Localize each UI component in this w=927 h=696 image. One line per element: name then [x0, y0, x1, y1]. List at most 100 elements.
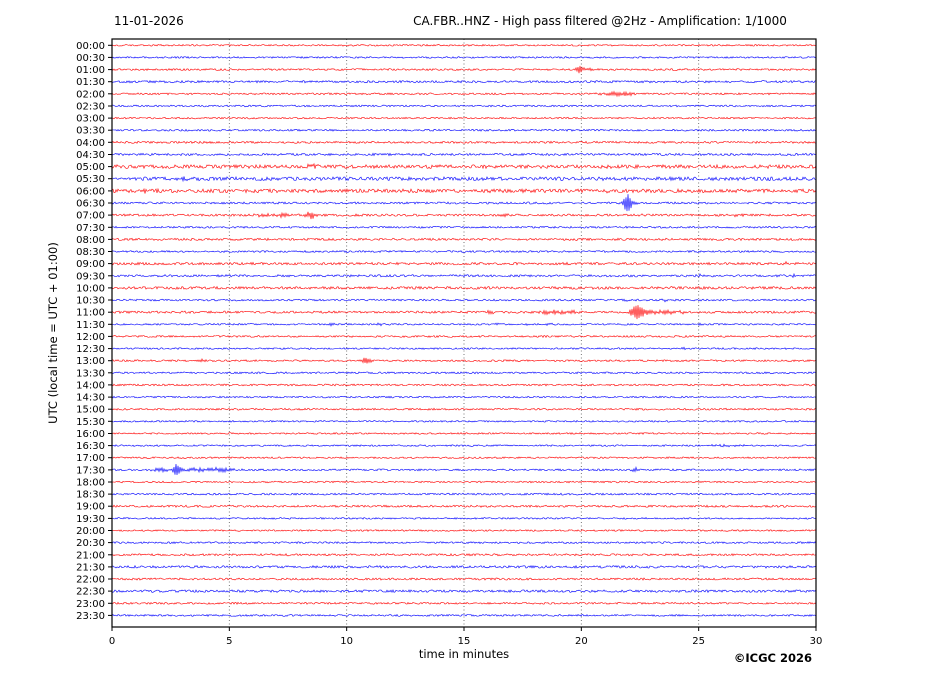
- y-tick-label-09:00: 09:00: [76, 259, 105, 270]
- trace-14:30: [111, 395, 817, 399]
- trace-06:00: [111, 187, 817, 194]
- y-tick-label-13:00: 13:00: [76, 356, 105, 367]
- trace-14:00: [111, 383, 817, 387]
- trace-01:00: [111, 65, 817, 74]
- trace-07:00: [111, 211, 817, 220]
- y-tick-label-03:30: 03:30: [76, 126, 105, 137]
- trace-03:00: [111, 116, 817, 120]
- trace-22:00: [111, 577, 817, 581]
- copyright-label: ©ICGC 2026: [734, 651, 812, 665]
- y-tick-label-23:30: 23:30: [76, 611, 105, 622]
- y-tick-label-12:30: 12:30: [76, 344, 105, 355]
- trace-20:00: [111, 529, 817, 532]
- trace-15:30: [111, 419, 817, 423]
- y-tick-label-15:00: 15:00: [76, 405, 105, 416]
- y-tick-label-13:30: 13:30: [76, 368, 105, 379]
- y-axis-title: UTC (local time = UTC + 01:00): [46, 242, 60, 424]
- y-tick-label-04:30: 04:30: [76, 150, 105, 161]
- y-tick-label-07:00: 07:00: [76, 211, 105, 222]
- y-tick-label-05:00: 05:00: [76, 162, 105, 173]
- y-tick-label-22:30: 22:30: [76, 587, 105, 598]
- y-tick-label-06:30: 06:30: [76, 199, 105, 210]
- x-tick-label: 30: [810, 636, 823, 647]
- y-tick-label-01:30: 01:30: [76, 77, 105, 88]
- trace-19:00: [111, 504, 817, 508]
- y-tick-label-09:30: 09:30: [76, 271, 105, 282]
- trace-01:30: [111, 79, 817, 84]
- y-tick-label-16:30: 16:30: [76, 441, 105, 452]
- x-tick-label: 10: [340, 636, 353, 647]
- trace-23:00: [111, 601, 817, 605]
- y-tick-label-10:00: 10:00: [76, 283, 105, 294]
- y-tick-label-21:00: 21:00: [76, 550, 105, 561]
- chart-title: CA.FBR..HNZ - High pass filtered @2Hz - …: [413, 14, 787, 28]
- trace-16:30: [111, 443, 817, 448]
- y-tick-label-19:00: 19:00: [76, 502, 105, 513]
- x-tick-label: 5: [226, 636, 232, 647]
- y-tick-label-15:30: 15:30: [76, 417, 105, 428]
- trace-02:30: [111, 104, 817, 108]
- y-tick-label-02:30: 02:30: [76, 102, 105, 113]
- x-tick-label: 0: [109, 636, 115, 647]
- y-tick-label-16:00: 16:00: [76, 429, 105, 440]
- trace-07:30: [111, 225, 817, 229]
- y-tick-label-00:00: 00:00: [76, 41, 105, 52]
- y-tick-label-07:30: 07:30: [76, 223, 105, 234]
- trace-16:00: [111, 432, 817, 435]
- trace-03:30: [111, 128, 817, 132]
- y-tick-label-17:00: 17:00: [76, 453, 105, 464]
- trace-08:30: [111, 249, 817, 254]
- y-tick-label-22:00: 22:00: [76, 575, 105, 586]
- trace-10:30: [111, 298, 817, 303]
- x-tick-label: 20: [575, 636, 588, 647]
- trace-20:30: [111, 541, 817, 545]
- trace-23:30: [111, 613, 817, 617]
- trace-04:00: [111, 140, 817, 144]
- y-tick-label-14:00: 14:00: [76, 380, 105, 391]
- trace-05:00: [111, 162, 817, 170]
- y-tick-label-04:00: 04:00: [76, 138, 105, 149]
- y-tick-label-10:30: 10:30: [76, 296, 105, 307]
- trace-00:00: [111, 43, 817, 47]
- y-tick-label-00:30: 00:30: [76, 53, 105, 64]
- date-label: 11-01-2026: [114, 14, 184, 28]
- y-tick-label-08:00: 08:00: [76, 235, 105, 246]
- trace-02:00: [111, 90, 817, 98]
- trace-08:00: [111, 237, 817, 242]
- y-tick-label-11:30: 11:30: [76, 320, 105, 331]
- plot-frame: [111, 38, 817, 628]
- y-tick-label-19:30: 19:30: [76, 514, 105, 525]
- trace-12:30: [111, 346, 817, 351]
- y-tick-label-21:30: 21:30: [76, 562, 105, 573]
- trace-12:00: [111, 334, 817, 338]
- y-tick-label-17:30: 17:30: [76, 465, 105, 476]
- y-tick-label-02:00: 02:00: [76, 89, 105, 100]
- x-axis-title: time in minutes: [419, 647, 509, 661]
- y-tick-label-18:00: 18:00: [76, 478, 105, 489]
- y-tick-label-01:00: 01:00: [76, 65, 105, 76]
- trace-10:00: [111, 285, 817, 290]
- trace-11:00: [111, 305, 817, 320]
- trace-17:30: [111, 464, 817, 475]
- y-tick-label-12:00: 12:00: [76, 332, 105, 343]
- y-tick-label-23:00: 23:00: [76, 599, 105, 610]
- trace-09:30: [111, 272, 817, 279]
- trace-15:00: [111, 407, 817, 411]
- trace-19:30: [111, 517, 817, 520]
- y-tick-label-06:00: 06:00: [76, 186, 105, 197]
- x-tick-label: 25: [692, 636, 705, 647]
- trace-05:30: [111, 175, 817, 183]
- y-tick-label-11:00: 11:00: [76, 308, 105, 319]
- trace-00:30: [111, 56, 817, 59]
- x-tick-label: 15: [458, 636, 471, 647]
- y-tick-label-18:30: 18:30: [76, 490, 105, 501]
- y-tick-label-08:30: 08:30: [76, 247, 105, 258]
- trace-21:00: [111, 553, 817, 557]
- trace-22:30: [112, 589, 817, 594]
- trace-17:00: [111, 456, 817, 460]
- trace-18:00: [111, 480, 817, 484]
- trace-06:30: [111, 194, 817, 212]
